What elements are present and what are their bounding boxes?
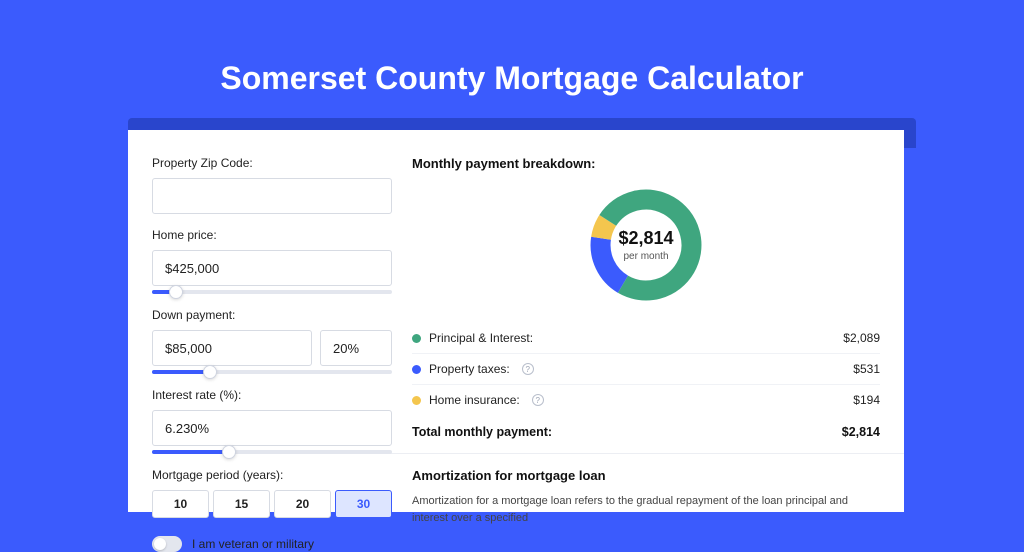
calculator-card: Property Zip Code: Home price: Down paym…: [128, 130, 904, 512]
slider-fill: [152, 370, 210, 374]
slider-handle[interactable]: [222, 445, 236, 459]
breakdown-title: Monthly payment breakdown:: [412, 156, 880, 171]
amortization-text: Amortization for a mortgage loan refers …: [412, 493, 880, 526]
legend-label: Property taxes:: [429, 362, 510, 376]
period-option-30[interactable]: 30: [335, 490, 392, 518]
slider-fill: [152, 450, 229, 454]
legend-dot: [412, 365, 421, 374]
slider-handle[interactable]: [169, 285, 183, 299]
interest-rate-input[interactable]: [152, 410, 392, 446]
legend: Principal & Interest: $2,089 Property taxe…: [412, 323, 880, 415]
info-icon[interactable]: ?: [522, 363, 534, 375]
interest-rate-label: Interest rate (%):: [152, 388, 392, 402]
period-option-15[interactable]: 15: [213, 490, 270, 518]
legend-value: $194: [853, 393, 880, 407]
total-label: Total monthly payment:: [412, 425, 552, 439]
legend-row: Home insurance:? $194: [412, 385, 880, 415]
payment-donut-chart: $2,814 per month: [586, 185, 706, 305]
period-option-20[interactable]: 20: [274, 490, 331, 518]
info-icon[interactable]: ?: [532, 394, 544, 406]
home-price-input[interactable]: [152, 250, 392, 286]
section-divider: [388, 453, 904, 454]
legend-label: Home insurance:: [429, 393, 520, 407]
mortgage-period-label: Mortgage period (years):: [152, 468, 392, 482]
donut-center-sub: per month: [618, 251, 673, 262]
veteran-label: I am veteran or military: [192, 537, 314, 551]
legend-label: Principal & Interest:: [429, 331, 533, 345]
down-payment-input[interactable]: [152, 330, 312, 366]
legend-value: $2,089: [843, 331, 880, 345]
down-payment-label: Down payment:: [152, 308, 392, 322]
legend-row: Principal & Interest: $2,089: [412, 323, 880, 354]
interest-rate-slider[interactable]: [152, 450, 392, 454]
veteran-toggle[interactable]: [152, 536, 182, 552]
amortization-title: Amortization for mortgage loan: [412, 468, 880, 483]
legend-value: $531: [853, 362, 880, 376]
home-price-slider[interactable]: [152, 290, 392, 294]
inputs-column: Property Zip Code: Home price: Down paym…: [152, 156, 392, 512]
breakdown-column: Monthly payment breakdown: $2,814 per mo…: [412, 156, 880, 512]
legend-dot: [412, 334, 421, 343]
home-price-label: Home price:: [152, 228, 392, 242]
zip-input[interactable]: [152, 178, 392, 214]
zip-label: Property Zip Code:: [152, 156, 392, 170]
total-value: $2,814: [842, 425, 880, 439]
mortgage-period-options: 10152030: [152, 490, 392, 518]
legend-dot: [412, 396, 421, 405]
period-option-10[interactable]: 10: [152, 490, 209, 518]
legend-row: Property taxes:? $531: [412, 354, 880, 385]
down-payment-pct-input[interactable]: [320, 330, 392, 366]
donut-center-value: $2,814: [618, 228, 673, 249]
page-title: Somerset County Mortgage Calculator: [0, 0, 1024, 97]
slider-handle[interactable]: [203, 365, 217, 379]
down-payment-slider[interactable]: [152, 370, 392, 374]
